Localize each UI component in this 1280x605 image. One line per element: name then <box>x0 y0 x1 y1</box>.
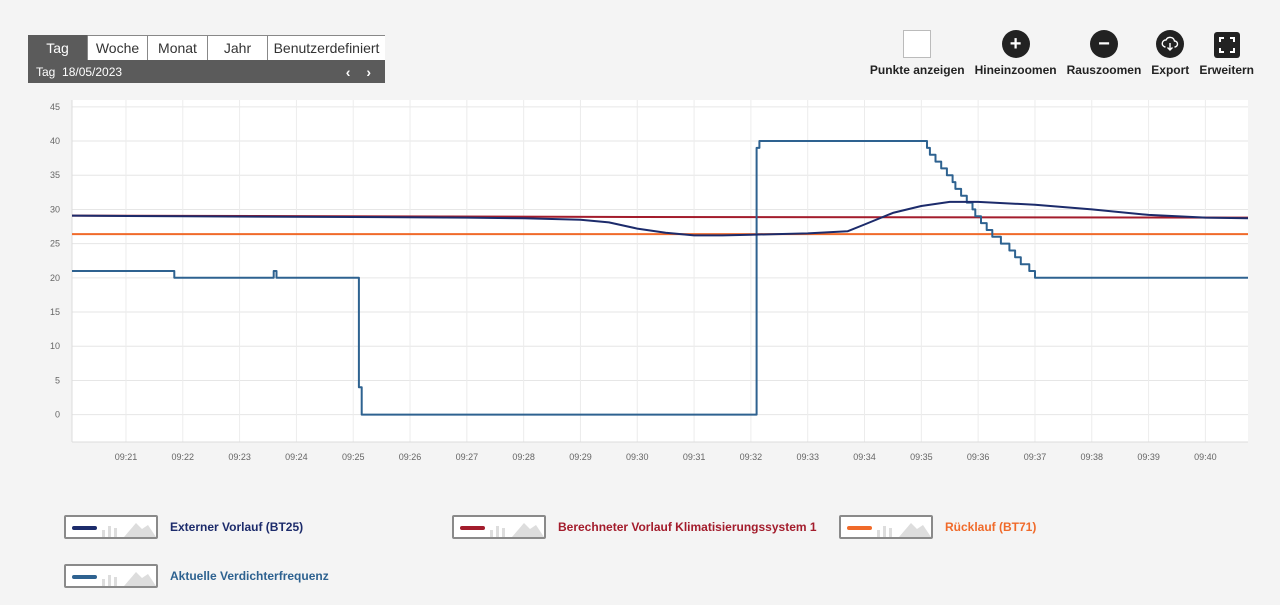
export-button[interactable]: Export <box>1151 30 1189 77</box>
y-tick-label: 45 <box>50 102 60 112</box>
tab-month[interactable]: Monat <box>148 35 208 60</box>
date-label: Tag 18/05/2023 <box>36 64 123 79</box>
legend-chart-icon <box>102 572 156 586</box>
legend-toggle[interactable] <box>839 515 933 539</box>
y-tick-label: 40 <box>50 136 60 146</box>
legend-swatch <box>847 526 872 530</box>
x-tick-label: 09:33 <box>796 452 819 462</box>
zoom-in-button[interactable]: + Hineinzoomen <box>975 30 1057 77</box>
plot-area <box>72 100 1248 442</box>
date-row: Tag 18/05/2023 ‹ › <box>28 60 385 83</box>
y-tick-label: 10 <box>50 341 60 351</box>
legend-item-calculated-flow[interactable]: Berechneter Vorlauf Klimatisierungssyste… <box>452 515 817 539</box>
tab-day[interactable]: Tag <box>28 35 88 60</box>
expand-icon <box>1213 32 1240 58</box>
chart-toolbar: Punkte anzeigen + Hineinzoomen − Rauszoo… <box>860 30 1254 77</box>
minus-circle-icon: − <box>1089 30 1118 58</box>
x-tick-label: 09:25 <box>342 452 365 462</box>
series-line-3[interactable] <box>72 140 1248 416</box>
legend-item-external-flow[interactable]: Externer Vorlauf (BT25) <box>64 515 303 539</box>
checkbox-icon[interactable] <box>903 30 932 58</box>
legend-item-compressor-frequency[interactable]: Aktuelle Verdichterfrequenz <box>64 564 329 588</box>
show-points-label: Punkte anzeigen <box>869 63 965 77</box>
legend-swatch <box>72 526 97 530</box>
x-tick-label: 09:21 <box>115 452 138 462</box>
zoom-in-label: Hineinzoomen <box>974 63 1057 77</box>
tab-week[interactable]: Woche <box>88 35 148 60</box>
zoom-out-label: Rauszoomen <box>1066 63 1142 77</box>
legend-chart-icon <box>490 523 544 537</box>
chart-legend: Externer Vorlauf (BT25) Berechneter Vorl… <box>0 510 1280 605</box>
tab-custom[interactable]: Benutzerdefiniert <box>268 35 385 60</box>
x-tick-label: 09:22 <box>172 452 195 462</box>
x-axis-ticks: 09:21 09:22 09:23 09:24 09:25 09:26 09:27 09:28… <box>115 452 1217 462</box>
date-nav-arrows[interactable]: ‹ › <box>345 63 377 80</box>
legend-item-return-flow[interactable]: Rücklauf (BT71) <box>839 515 1036 539</box>
plus-circle-icon: + <box>1001 30 1030 58</box>
x-tick-label: 09:24 <box>285 452 308 462</box>
y-axis-ticks: 0 5 10 15 20 25 30 35 40 45 <box>50 102 60 420</box>
y-tick-label: 35 <box>50 170 60 180</box>
y-tick-label: 0 <box>55 410 60 420</box>
x-tick-label: 09:36 <box>967 452 990 462</box>
x-tick-label: 09:26 <box>399 452 422 462</box>
zoom-out-button[interactable]: − Rauszoomen <box>1066 30 1142 77</box>
x-tick-label: 09:37 <box>1024 452 1047 462</box>
period-tab-row: Tag Woche Monat Jahr Benutzerdefiniert <box>28 35 385 60</box>
legend-chart-icon <box>877 523 931 537</box>
chart-grid <box>71 100 1248 443</box>
x-tick-label: 09:34 <box>853 452 876 462</box>
x-tick-label: 09:35 <box>910 452 933 462</box>
cloud-download-icon <box>1156 30 1185 58</box>
x-tick-label: 09:27 <box>456 452 479 462</box>
legend-toggle[interactable] <box>64 515 158 539</box>
x-tick-label: 09:28 <box>512 452 535 462</box>
legend-label: Externer Vorlauf (BT25) <box>170 520 304 534</box>
x-tick-label: 09:29 <box>569 452 592 462</box>
x-tick-label: 09:39 <box>1137 452 1160 462</box>
y-tick-label: 30 <box>50 204 60 214</box>
x-tick-label: 09:38 <box>1081 452 1104 462</box>
legend-label: Aktuelle Verdichterfrequenz <box>170 569 329 583</box>
export-label: Export <box>1151 63 1190 77</box>
expand-label: Erweitern <box>1199 63 1254 77</box>
x-tick-label: 09:23 <box>228 452 251 462</box>
legend-label: Rücklauf (BT71) <box>945 520 1037 534</box>
x-tick-label: 09:40 <box>1194 452 1217 462</box>
y-tick-label: 15 <box>50 307 60 317</box>
y-tick-label: 25 <box>50 239 60 249</box>
legend-toggle[interactable] <box>64 564 158 588</box>
x-tick-label: 09:30 <box>626 452 649 462</box>
period-selector: Tag Woche Monat Jahr Benutzerdefiniert T… <box>28 35 385 83</box>
legend-swatch <box>72 575 97 579</box>
tab-year[interactable]: Jahr <box>208 35 268 60</box>
y-tick-label: 20 <box>50 273 60 283</box>
legend-swatch <box>460 526 485 530</box>
y-tick-label: 5 <box>55 375 60 385</box>
legend-toggle[interactable] <box>452 515 546 539</box>
legend-label: Berechneter Vorlauf Klimatisierungssyste… <box>558 520 817 534</box>
expand-button[interactable]: Erweitern <box>1199 32 1254 77</box>
x-tick-label: 09:31 <box>683 452 706 462</box>
x-tick-label: 09:32 <box>740 452 763 462</box>
series-line-0[interactable] <box>71 200 1249 237</box>
chart-series <box>71 140 1249 416</box>
show-points-toggle[interactable]: Punkte anzeigen <box>870 30 965 77</box>
legend-chart-icon <box>102 523 156 537</box>
